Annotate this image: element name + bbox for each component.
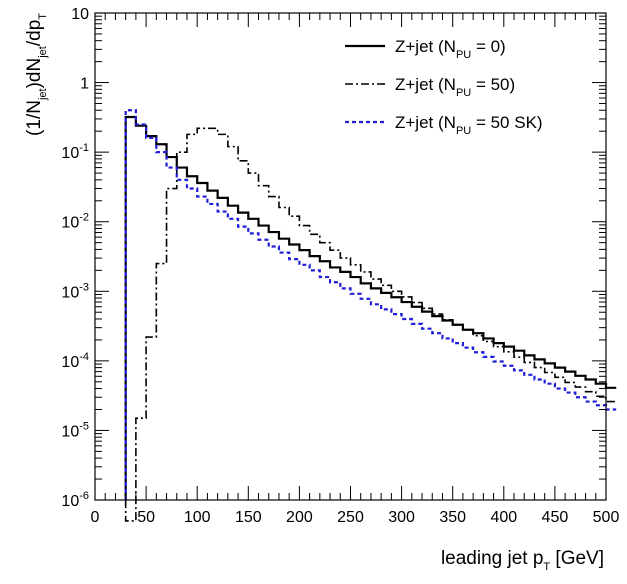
y-tick-label: 10-3 — [61, 281, 89, 301]
y-tick-label: 10-1 — [61, 142, 89, 162]
plot-frame — [94, 12, 607, 501]
legend-label-2: Z+jet (NPU = 50) — [395, 75, 515, 99]
series-line-2 — [124, 127, 617, 522]
x-tick-label: 400 — [490, 509, 517, 526]
y-tick-label: 1 — [80, 76, 89, 93]
x-tick-label: 150 — [235, 509, 262, 526]
x-tick-label: 300 — [388, 509, 415, 526]
axis-layer: 0 50 100 150 200 250 300 350 400 450 500 10-6 10-5 10… — [61, 6, 619, 526]
x-axis-label-sub: T — [543, 561, 550, 573]
x-tick-label: 50 — [137, 509, 155, 526]
x-tick-label: 500 — [593, 509, 620, 526]
y-tick-label: 10-6 — [61, 490, 89, 510]
x-axis-label: leading jet pT [GeV] — [441, 548, 604, 573]
x-axis-label-unit: [GeV] — [550, 548, 604, 569]
legend-label-1: Z+jet (NPU = 0) — [395, 37, 506, 61]
x-tick-label: 200 — [286, 509, 313, 526]
series-layer — [124, 109, 617, 522]
x-tick-label: 250 — [337, 509, 364, 526]
y-tick-label: 10-5 — [61, 420, 89, 440]
x-tick-label: 350 — [439, 509, 466, 526]
y-tick-label: 10-4 — [61, 351, 89, 371]
x-tick-label: 450 — [542, 509, 569, 526]
legend-label-3: Z+jet (NPU = 50 SK) — [395, 113, 543, 137]
y-tick-label: 10 — [71, 6, 89, 23]
y-axis-label: (1/Njet)dNjet/dpT — [24, 13, 49, 136]
x-tick-label: 100 — [184, 509, 211, 526]
y-axis-label-part3: /dp — [24, 20, 45, 46]
y-axis-label-sub1: jet — [37, 88, 49, 101]
y-axis-label-part1: (1/N — [24, 100, 45, 136]
x-axis-label-main: leading jet p — [441, 548, 543, 569]
legend: Z+jet (NPU = 0) Z+jet (NPU = 50) Z+jet (NP… — [345, 37, 543, 137]
y-tick-label: 10-2 — [61, 212, 89, 232]
series-line-1 — [124, 115, 617, 500]
y-axis-label-sub3: T — [37, 13, 49, 20]
series-line-3 — [124, 109, 617, 500]
y-axis-label-part2: )dN — [24, 58, 45, 89]
y-axis-label-sub2: jet — [37, 46, 49, 59]
x-tick-label: 0 — [91, 509, 100, 526]
